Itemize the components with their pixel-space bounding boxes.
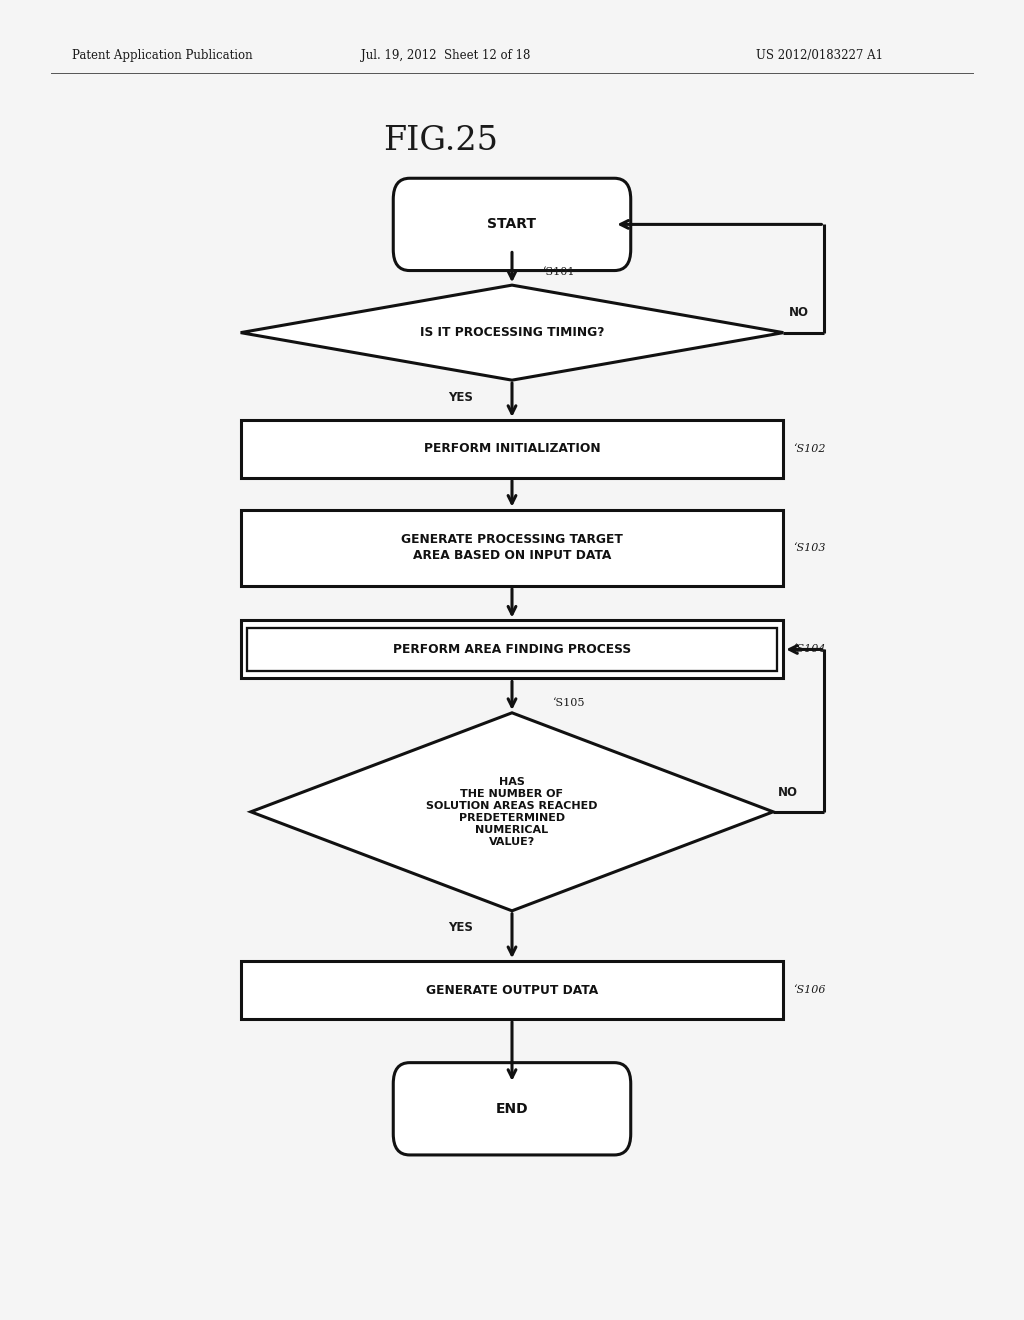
- Text: YES: YES: [449, 391, 473, 404]
- Text: US 2012/0183227 A1: US 2012/0183227 A1: [756, 49, 883, 62]
- Bar: [241, 961, 783, 1019]
- Text: PERFORM INITIALIZATION: PERFORM INITIALIZATION: [424, 442, 600, 455]
- Bar: [241, 620, 783, 678]
- Text: NO: NO: [788, 306, 809, 319]
- Text: HAS
THE NUMBER OF
SOLUTION AREAS REACHED
PREDETERMINED
NUMERICAL
VALUE?: HAS THE NUMBER OF SOLUTION AREAS REACHED…: [426, 776, 598, 847]
- FancyBboxPatch shape: [393, 1063, 631, 1155]
- Bar: [241, 510, 783, 586]
- Text: FIG.25: FIG.25: [383, 125, 498, 157]
- Text: END: END: [496, 1102, 528, 1115]
- Text: IS IT PROCESSING TIMING?: IS IT PROCESSING TIMING?: [420, 326, 604, 339]
- Polygon shape: [241, 285, 783, 380]
- Text: ‘S101: ‘S101: [543, 267, 575, 277]
- Text: GENERATE OUTPUT DATA: GENERATE OUTPUT DATA: [426, 983, 598, 997]
- Text: PERFORM AREA FINDING PROCESS: PERFORM AREA FINDING PROCESS: [393, 643, 631, 656]
- Text: ‘S105: ‘S105: [553, 697, 586, 708]
- Text: ‘S106: ‘S106: [794, 985, 826, 995]
- Bar: [247, 628, 777, 671]
- Text: START: START: [487, 218, 537, 231]
- Bar: [241, 420, 783, 478]
- Text: NO: NO: [778, 785, 799, 799]
- Text: ‘S102: ‘S102: [794, 444, 826, 454]
- Text: Patent Application Publication: Patent Application Publication: [72, 49, 252, 62]
- Polygon shape: [251, 713, 773, 911]
- FancyBboxPatch shape: [393, 178, 631, 271]
- Text: ‘S103: ‘S103: [794, 543, 826, 553]
- Text: GENERATE PROCESSING TARGET
AREA BASED ON INPUT DATA: GENERATE PROCESSING TARGET AREA BASED ON…: [401, 533, 623, 562]
- Text: YES: YES: [449, 921, 473, 935]
- Text: ‘S104: ‘S104: [794, 644, 826, 655]
- Text: Jul. 19, 2012  Sheet 12 of 18: Jul. 19, 2012 Sheet 12 of 18: [360, 49, 530, 62]
